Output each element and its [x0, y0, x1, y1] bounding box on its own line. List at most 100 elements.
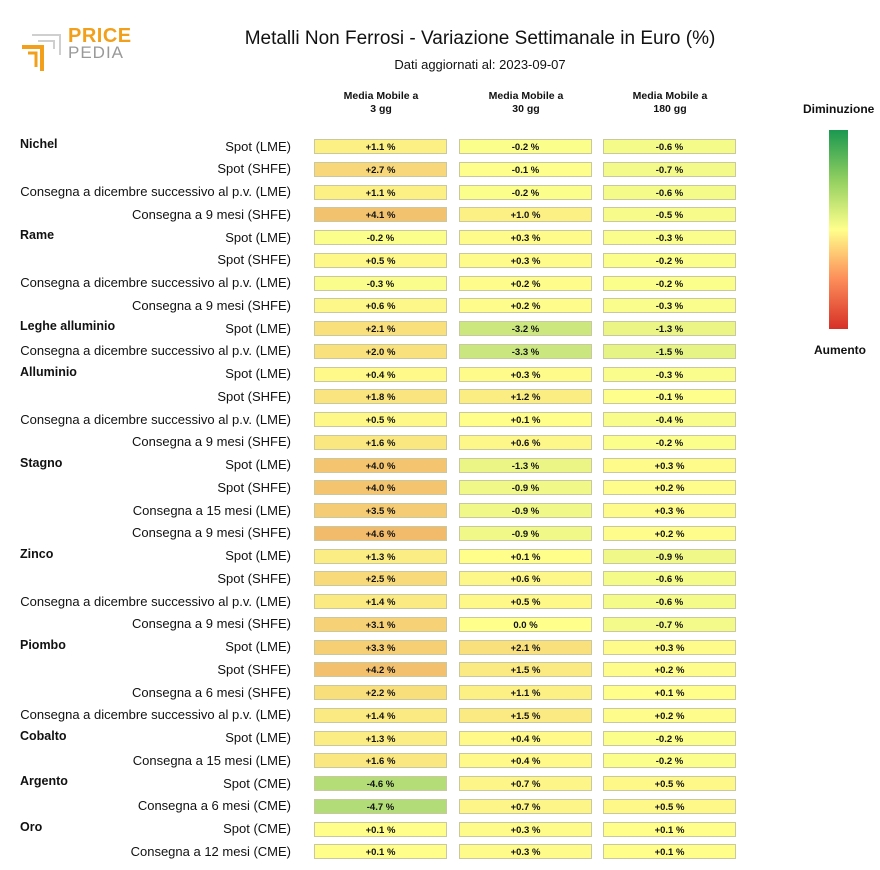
- heatmap-cell: +1.1 %: [314, 139, 447, 154]
- row-label: Spot (SHFE): [217, 661, 291, 677]
- column-header-line1: Media Mobile a: [488, 90, 564, 102]
- legend-top-label: Diminuzione: [803, 102, 875, 116]
- heatmap-cell: -0.3 %: [314, 275, 447, 291]
- heatmap-cell: -0.6 %: [603, 184, 736, 200]
- heatmap-cell: +2.1 %: [314, 321, 447, 336]
- heatmap-cell: +0.1 %: [459, 548, 592, 564]
- row-label: Spot (CME): [223, 821, 291, 836]
- heatmap-cell: +0.4 %: [459, 730, 592, 746]
- heatmap-cell: +0.2 %: [603, 662, 736, 678]
- metal-name: Stagno: [20, 455, 63, 470]
- heatmap-cell: +0.6 %: [459, 571, 592, 587]
- metal-name: Zinco: [20, 546, 54, 561]
- row-label: Spot (LME): [225, 457, 291, 472]
- heatmap-cell: -3.3 %: [459, 343, 592, 359]
- heatmap-cell: +0.5 %: [603, 776, 736, 791]
- metal-name: Leghe alluminio: [20, 319, 116, 333]
- heatmap-cell: +1.3 %: [314, 730, 447, 746]
- heatmap-cell: +0.1 %: [603, 821, 736, 837]
- heatmap-cell: +0.4 %: [314, 366, 447, 382]
- heatmap-cell: -0.2 %: [603, 753, 736, 769]
- heatmap-cell: +0.3 %: [459, 844, 592, 860]
- heatmap-cell: +2.7 %: [314, 161, 447, 177]
- heatmap-cell: -0.1 %: [603, 389, 736, 405]
- heatmap-cell: +2.2 %: [314, 685, 447, 700]
- chart-subtitle: Dati aggiornati al: 2023-09-07: [394, 57, 566, 72]
- heatmap-cell: -0.2 %: [459, 139, 592, 154]
- heatmap-cell: -0.2 %: [603, 275, 736, 291]
- heatmap-cell: -0.3 %: [603, 230, 736, 245]
- metal-name: Alluminio: [20, 364, 77, 379]
- row-label: Consegna a 9 mesi (SHFE): [132, 616, 291, 632]
- metal-name: Piombo: [20, 637, 66, 652]
- metal-name: Cobalto: [20, 728, 67, 743]
- row-label: Spot (LME): [225, 229, 291, 245]
- heatmap-cell: +3.5 %: [314, 503, 447, 518]
- heatmap-cell: -0.2 %: [603, 730, 736, 746]
- row-label: Consegna a 6 mesi (CME): [137, 798, 291, 814]
- heatmap-cell: +0.2 %: [603, 525, 736, 541]
- row-label: Spot (CME): [223, 775, 291, 791]
- heatmap-cell: +0.3 %: [603, 639, 736, 655]
- row-label: Spot (LME): [225, 639, 291, 654]
- row-label: Consegna a 9 mesi (SHFE): [132, 297, 291, 313]
- heatmap-cell: +4.0 %: [314, 457, 447, 473]
- heatmap-cell: +0.6 %: [314, 298, 447, 314]
- heatmap-cell: -4.6 %: [314, 776, 447, 791]
- heatmap-cell: +0.1 %: [459, 412, 592, 427]
- row-label: Consegna a 15 mesi (LME): [132, 502, 291, 518]
- heatmap-cell: -0.5 %: [603, 207, 736, 223]
- heatmap-cell: +1.2 %: [459, 389, 592, 405]
- row-label: Consegna a dicembre successivo al p.v. (…: [20, 411, 291, 427]
- heatmap-cell: +4.1 %: [314, 207, 447, 223]
- column-header-line1: Media Mobile a: [632, 90, 708, 102]
- heatmap-cell: -0.7 %: [603, 161, 736, 177]
- heatmap-cell: +1.5 %: [459, 662, 592, 678]
- metal-name: Argento: [20, 774, 68, 788]
- logo-text-pedia: PEDIA: [68, 43, 125, 62]
- row-label: Consegna a 9 mesi (SHFE): [132, 525, 291, 541]
- heatmap-cell: +0.3 %: [459, 252, 592, 268]
- heatmap-cell: +2.5 %: [314, 571, 447, 587]
- heatmap-cell: +1.0 %: [459, 207, 592, 223]
- column-header-line1: Media Mobile a: [343, 90, 419, 102]
- heatmap-cell: -0.9 %: [603, 548, 736, 564]
- column-header-30gg: Media Mobile a 30 gg: [459, 90, 593, 116]
- row-label: Spot (LME): [225, 548, 291, 563]
- heatmap-cell: -1.3 %: [603, 321, 736, 336]
- heatmap-cell: +0.3 %: [603, 457, 736, 473]
- heatmap-cell: +0.3 %: [459, 366, 592, 382]
- heatmap-cell: -0.3 %: [603, 298, 736, 314]
- row-label: Consegna a dicembre successivo al p.v. (…: [20, 343, 291, 359]
- heatmap-cell: +1.6 %: [314, 753, 447, 769]
- heatmap-cell: -0.6 %: [603, 571, 736, 587]
- row-label: Spot (SHFE): [217, 479, 291, 495]
- heatmap-cell: -1.3 %: [459, 457, 592, 473]
- row-label: Consegna a 9 mesi (SHFE): [132, 434, 291, 450]
- heatmap-cell: +0.7 %: [459, 798, 592, 814]
- row-label: Consegna a dicembre successivo al p.v. (…: [20, 593, 291, 609]
- heatmap-cell: -0.2 %: [603, 252, 736, 268]
- row-label: Spot (SHFE): [217, 570, 291, 586]
- heatmap-cell: +4.0 %: [314, 480, 447, 496]
- heatmap-cell: +0.1 %: [314, 844, 447, 860]
- heatmap-cell: +0.2 %: [603, 480, 736, 496]
- row-label: Spot (SHFE): [217, 161, 291, 177]
- heatmap-cell: +2.0 %: [314, 343, 447, 359]
- heatmap-cell: -0.9 %: [459, 525, 592, 541]
- heatmap-cell: +0.3 %: [459, 821, 592, 837]
- heatmap-cell: +1.5 %: [459, 707, 592, 723]
- pricepedia-logo: PRICE PEDIA: [20, 25, 132, 73]
- logo-text-price: PRICE: [68, 25, 132, 47]
- heatmap-cell: -0.2 %: [459, 184, 592, 200]
- heatmap-cell: +2.1 %: [459, 639, 592, 655]
- row-label: Consegna a dicembre successivo al p.v. (…: [20, 275, 291, 290]
- metal-name: Oro: [20, 819, 43, 834]
- heatmap-cell: +0.1 %: [603, 844, 736, 860]
- heatmap-cell: +1.1 %: [314, 184, 447, 200]
- heatmap-cell: +1.1 %: [459, 685, 592, 700]
- heatmap-cell: +0.1 %: [603, 685, 736, 700]
- heatmap-cell: +0.3 %: [459, 230, 592, 245]
- row-label: Consegna a 12 mesi (CME): [130, 843, 291, 859]
- heatmap-cell: 0.0 %: [459, 616, 592, 632]
